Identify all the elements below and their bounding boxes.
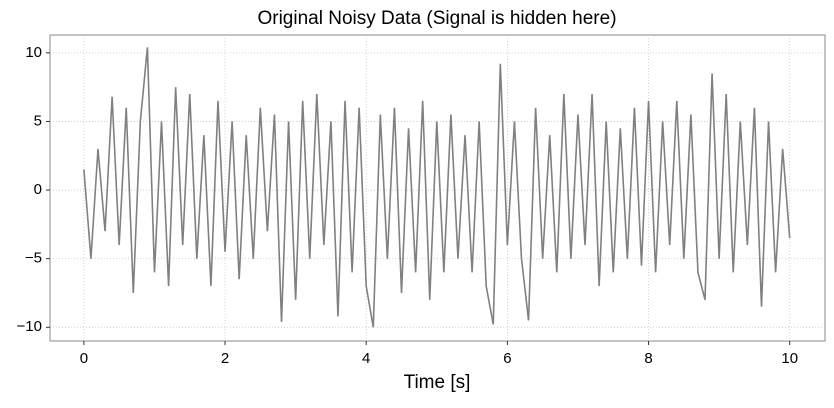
x-tick-label: 10 — [781, 350, 798, 367]
y-tick-label: 0 — [34, 181, 42, 198]
x-tick-label: 8 — [644, 350, 652, 367]
x-tick-label: 4 — [362, 350, 370, 367]
data-line — [83, 47, 791, 328]
y-tick-label: 5 — [34, 112, 42, 129]
plot-frame — [49, 34, 826, 342]
y-tick-label: −5 — [25, 250, 42, 267]
x-tick-label: 6 — [503, 350, 511, 367]
x-axis-label: Time [s] — [404, 372, 471, 393]
chart-title: Original Noisy Data (Signal is hidden he… — [257, 8, 616, 29]
x-tick-label: 2 — [221, 350, 229, 367]
y-tick-label: −10 — [17, 318, 42, 335]
x-tick-label: 0 — [80, 350, 88, 367]
y-tick-label: 10 — [25, 44, 42, 61]
